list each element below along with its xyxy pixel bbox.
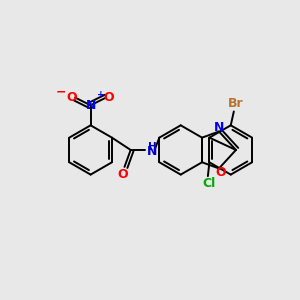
- Text: Br: Br: [228, 97, 243, 110]
- Text: O: O: [104, 91, 114, 104]
- Text: O: O: [118, 168, 128, 181]
- Text: N: N: [85, 99, 96, 112]
- Text: N: N: [147, 145, 157, 158]
- Text: O: O: [67, 91, 77, 104]
- Text: −: −: [56, 86, 67, 99]
- Text: H: H: [148, 142, 156, 152]
- Text: O: O: [215, 166, 226, 179]
- Text: Cl: Cl: [203, 177, 216, 190]
- Text: N: N: [214, 121, 224, 134]
- Text: +: +: [97, 90, 104, 99]
